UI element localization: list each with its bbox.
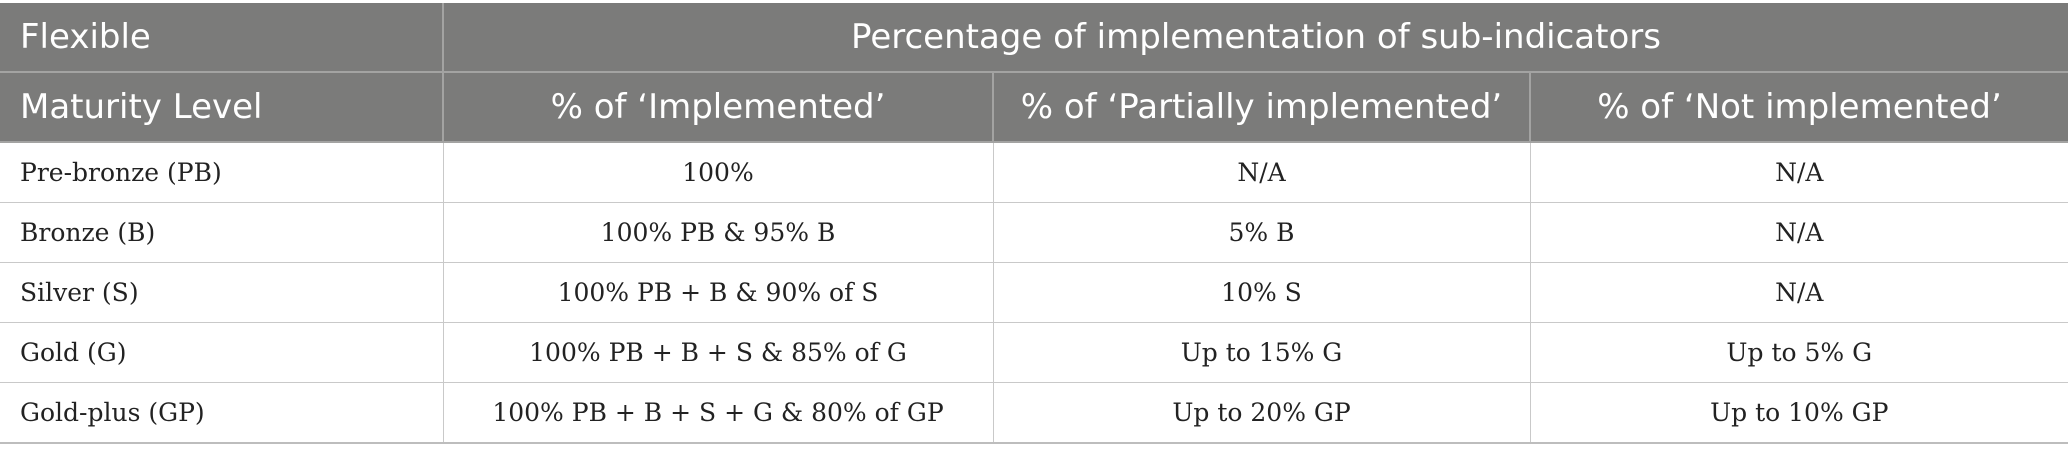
header-flexible: Flexible — [0, 3, 444, 73]
cell-level: Gold-plus (GP) — [0, 382, 444, 444]
cell-not-implemented: N/A — [1529, 202, 2068, 263]
maturity-table-container: Flexible Percentage of implementation of… — [0, 3, 2068, 444]
table-row: Bronze (B) 100% PB & 95% B 5% B N/A — [0, 202, 2068, 263]
header-implemented: % of ‘Implemented’ — [442, 72, 994, 143]
cell-level: Gold (G) — [0, 322, 444, 383]
cell-implemented: 100% — [442, 141, 994, 203]
cell-partially: Up to 15% G — [992, 322, 1531, 383]
table-row: Silver (S) 100% PB + B & 90% of S 10% S … — [0, 262, 2068, 323]
header-maturity-level: Maturity Level — [0, 72, 444, 143]
header-row-2: Maturity Level % of ‘Implemented’ % of ‘… — [0, 72, 2068, 143]
cell-not-implemented: N/A — [1529, 262, 2068, 323]
table-row: Gold (G) 100% PB + B + S & 85% of G Up t… — [0, 322, 2068, 383]
cell-implemented: 100% PB + B + S + G & 80% of GP — [442, 382, 994, 444]
cell-partially: 10% S — [992, 262, 1531, 323]
cell-partially: N/A — [992, 141, 1531, 203]
table-row: Gold-plus (GP) 100% PB + B + S + G & 80%… — [0, 382, 2068, 444]
cell-partially: Up to 20% GP — [992, 382, 1531, 444]
cell-not-implemented: Up to 5% G — [1529, 322, 2068, 383]
cell-not-implemented: Up to 10% GP — [1529, 382, 2068, 444]
cell-not-implemented: N/A — [1529, 141, 2068, 203]
cell-level: Bronze (B) — [0, 202, 444, 263]
header-row-1: Flexible Percentage of implementation of… — [0, 3, 2068, 73]
table-row: Pre-bronze (PB) 100% N/A N/A — [0, 141, 2068, 203]
table-body: Pre-bronze (PB) 100% N/A N/A Bronze (B) … — [0, 141, 2068, 444]
cell-implemented: 100% PB & 95% B — [442, 202, 994, 263]
header-partially-implemented: % of ‘Partially implemented’ — [992, 72, 1531, 143]
maturity-level-table: Flexible Percentage of implementation of… — [0, 3, 2068, 444]
cell-level: Silver (S) — [0, 262, 444, 323]
table-header: Flexible Percentage of implementation of… — [0, 3, 2068, 143]
cell-partially: 5% B — [992, 202, 1531, 263]
header-not-implemented: % of ‘Not implemented’ — [1529, 72, 2068, 143]
cell-level: Pre-bronze (PB) — [0, 141, 444, 203]
cell-implemented: 100% PB + B + S & 85% of G — [442, 322, 994, 383]
cell-implemented: 100% PB + B & 90% of S — [442, 262, 994, 323]
header-percentage-group: Percentage of implementation of sub-indi… — [442, 3, 2068, 73]
